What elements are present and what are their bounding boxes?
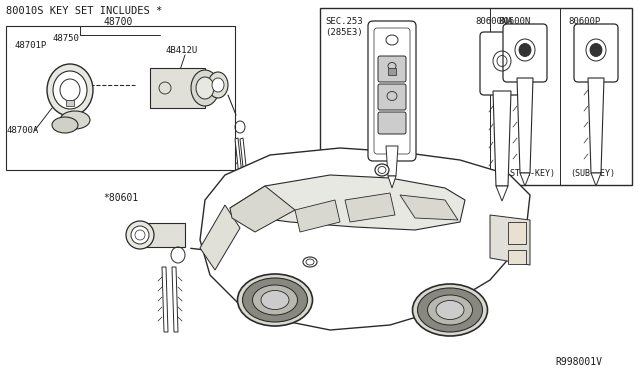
Polygon shape	[200, 148, 530, 330]
Text: 48700A: 48700A	[6, 125, 38, 135]
Polygon shape	[490, 215, 530, 265]
Polygon shape	[388, 176, 396, 188]
Polygon shape	[230, 175, 465, 230]
Bar	[320, 8, 632, 185]
Ellipse shape	[303, 257, 317, 267]
Text: *80601: *80601	[103, 193, 138, 203]
Bar	[508, 250, 526, 264]
Text: FOR INTELLIGENCE KEY: FOR INTELLIGENCE KEY	[325, 169, 425, 177]
Ellipse shape	[243, 278, 307, 322]
Ellipse shape	[428, 295, 472, 325]
Ellipse shape	[519, 44, 531, 57]
Bar	[150, 68, 205, 108]
Ellipse shape	[208, 72, 228, 98]
Polygon shape	[235, 138, 242, 176]
Text: 80600N: 80600N	[498, 16, 531, 26]
Ellipse shape	[261, 291, 289, 310]
Text: 48700: 48700	[103, 17, 132, 27]
Polygon shape	[230, 186, 295, 232]
FancyBboxPatch shape	[574, 24, 618, 82]
FancyBboxPatch shape	[503, 24, 547, 82]
Polygon shape	[496, 186, 508, 201]
Bar	[66, 100, 74, 106]
FancyBboxPatch shape	[378, 56, 406, 82]
Bar	[140, 223, 185, 247]
Text: R998001V: R998001V	[555, 357, 602, 367]
Polygon shape	[240, 138, 247, 176]
FancyBboxPatch shape	[378, 112, 406, 134]
Text: SEC.253: SEC.253	[325, 16, 363, 26]
Polygon shape	[162, 267, 168, 332]
Ellipse shape	[53, 71, 87, 109]
Text: (SUB-KEY): (SUB-KEY)	[570, 169, 615, 177]
FancyBboxPatch shape	[480, 32, 524, 95]
Ellipse shape	[375, 164, 389, 176]
Polygon shape	[493, 91, 511, 186]
Ellipse shape	[191, 70, 219, 106]
Text: (285E3): (285E3)	[325, 28, 363, 36]
Polygon shape	[520, 173, 530, 186]
Polygon shape	[517, 78, 533, 173]
Ellipse shape	[196, 77, 214, 99]
Ellipse shape	[436, 301, 464, 320]
Polygon shape	[588, 78, 604, 173]
Text: 80600P: 80600P	[568, 16, 600, 26]
Ellipse shape	[52, 117, 78, 133]
Polygon shape	[386, 146, 398, 176]
Text: 48701P: 48701P	[14, 41, 46, 49]
Bar	[6, 26, 235, 170]
Ellipse shape	[212, 78, 224, 92]
Text: (MASTER-KEY): (MASTER-KEY)	[495, 169, 555, 177]
Ellipse shape	[131, 226, 149, 244]
Ellipse shape	[590, 44, 602, 57]
Polygon shape	[400, 195, 458, 220]
Ellipse shape	[60, 111, 90, 129]
Ellipse shape	[413, 284, 488, 336]
Polygon shape	[172, 267, 178, 332]
Text: 80600NA: 80600NA	[475, 16, 513, 26]
Text: 4B412U: 4B412U	[165, 45, 197, 55]
Ellipse shape	[47, 64, 93, 116]
Ellipse shape	[126, 221, 154, 249]
Ellipse shape	[237, 274, 312, 326]
FancyBboxPatch shape	[378, 84, 406, 110]
Ellipse shape	[417, 288, 483, 332]
Polygon shape	[200, 205, 240, 270]
Polygon shape	[295, 200, 340, 232]
Bar	[388, 68, 396, 75]
Text: 686325 *: 686325 *	[395, 158, 438, 167]
Text: 48750: 48750	[52, 33, 79, 42]
Polygon shape	[345, 193, 395, 222]
Ellipse shape	[253, 285, 298, 315]
Text: 80010S KEY SET INCLUDES *: 80010S KEY SET INCLUDES *	[6, 6, 163, 16]
Polygon shape	[591, 173, 601, 186]
FancyBboxPatch shape	[368, 21, 416, 161]
Bar	[508, 222, 526, 244]
